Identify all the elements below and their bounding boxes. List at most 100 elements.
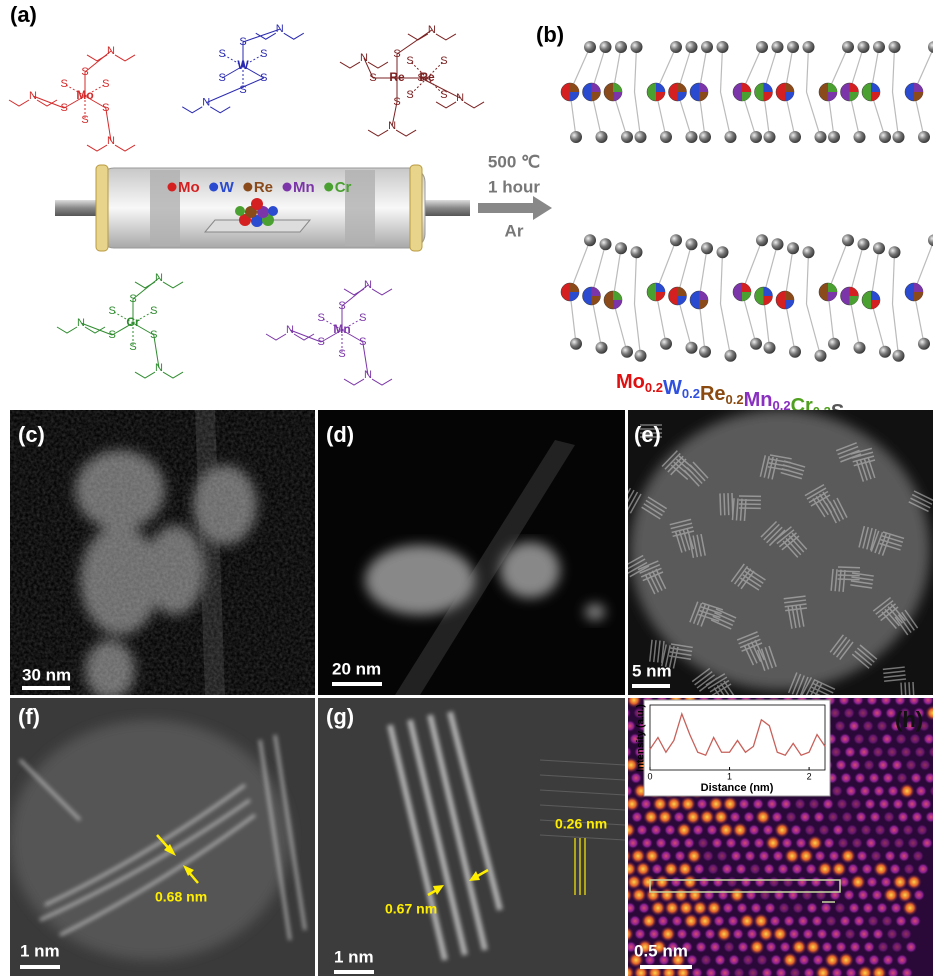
panel-c-image [10, 410, 315, 700]
atom-column [845, 785, 857, 797]
atom-label: S [440, 55, 447, 67]
atom-column [636, 824, 648, 836]
scale-bar [640, 965, 692, 969]
atom-column [850, 874, 866, 890]
atom-column [657, 809, 673, 825]
atom-column [643, 809, 659, 825]
atom-column [730, 850, 742, 862]
atom-column [624, 796, 640, 812]
atom-column [732, 928, 744, 940]
metal-label: Re [389, 70, 405, 84]
time: 1 hour [488, 177, 540, 196]
atom-column [676, 928, 688, 940]
atom-column [756, 954, 768, 966]
metal-atom-shade [785, 92, 794, 101]
bond [33, 96, 64, 108]
atom-column [695, 941, 707, 953]
metal-atom-shade [678, 296, 687, 305]
atom-label: S [102, 102, 109, 114]
legend-dot [324, 183, 333, 192]
atom-column [853, 733, 865, 745]
atom-label: S [61, 78, 68, 90]
atom-label: N [77, 317, 85, 329]
atom-column [703, 889, 715, 901]
atom-column [739, 913, 755, 929]
atom-column [895, 915, 907, 927]
sulfur-atom [600, 41, 612, 53]
ethyl [163, 372, 183, 378]
sulfur-atom [670, 234, 682, 246]
ethyl [135, 372, 155, 378]
atom-column [729, 811, 741, 823]
atom-column [919, 759, 931, 771]
atom-column [887, 785, 899, 797]
ethyl [436, 34, 456, 40]
atom-column [920, 798, 932, 810]
atom-column [832, 824, 844, 836]
metal-atom-shade [678, 92, 687, 101]
atom-column [796, 876, 808, 888]
atom-column [840, 848, 856, 864]
atom-column [872, 928, 884, 940]
atom-column [860, 824, 872, 836]
atom-column [795, 837, 807, 849]
panel-label: (d) [326, 422, 354, 447]
atom-column [772, 926, 788, 942]
sulfur-atom [631, 41, 643, 53]
atom-column [823, 837, 835, 849]
atom-column [706, 824, 718, 836]
atom-column [898, 850, 910, 862]
metal-atom-shade [742, 83, 751, 92]
sulfur-atom [615, 41, 627, 53]
atom-column [825, 915, 837, 927]
sulfur-atom [570, 338, 582, 350]
ethyl [182, 107, 202, 113]
atom-column [906, 874, 922, 890]
atom-column [651, 863, 663, 875]
atom-column [790, 824, 802, 836]
atom-column [896, 772, 908, 784]
line-profile-inset: Intensity (a.u.) Distance (nm) 012 [636, 700, 830, 796]
atom-label: N [202, 97, 210, 109]
atom-column [921, 837, 933, 849]
sulfur-atom [756, 234, 768, 246]
atom-column [858, 928, 870, 940]
atom-column [758, 850, 770, 862]
figure: SSSSSSNNNMoSSSSSSNNWSSSSSSSSNNNNReReSSSS… [0, 0, 933, 976]
ethyl [9, 100, 29, 106]
metal-atom-shade [850, 92, 859, 101]
bond [635, 252, 637, 304]
atom-column [727, 915, 739, 927]
scale-bar-label: 1 nm [20, 941, 60, 960]
metal-atom-shade [764, 83, 773, 92]
atom-label: S [260, 48, 267, 60]
atom-column [880, 876, 892, 888]
atom-column [629, 915, 641, 927]
atom-column [722, 902, 734, 914]
atom-label: S [260, 72, 267, 84]
atom-column [861, 863, 873, 875]
legend-label: Mn [293, 179, 315, 196]
metal-atom-shade [871, 291, 880, 300]
atom-column [723, 941, 735, 953]
atom-column [843, 889, 855, 901]
atom-column [792, 902, 804, 914]
atom-column [916, 824, 928, 836]
ethyl [57, 327, 77, 333]
metal-label: Re [419, 70, 435, 84]
legend-dot [243, 183, 252, 192]
sulfur-atom [596, 342, 608, 354]
atom-column [716, 850, 728, 862]
scale-bar [332, 682, 382, 686]
atom-column [853, 915, 865, 927]
atom-column [847, 863, 859, 875]
atom-column [893, 837, 905, 849]
atom-label: S [359, 336, 366, 348]
metal-atom-shade [613, 92, 622, 101]
metal-atom-shade [742, 92, 751, 101]
atom-column [835, 941, 847, 953]
scale-bar [20, 965, 60, 969]
atom-column [912, 850, 924, 862]
atom-column [686, 848, 702, 864]
sulfur-atom [893, 350, 905, 362]
